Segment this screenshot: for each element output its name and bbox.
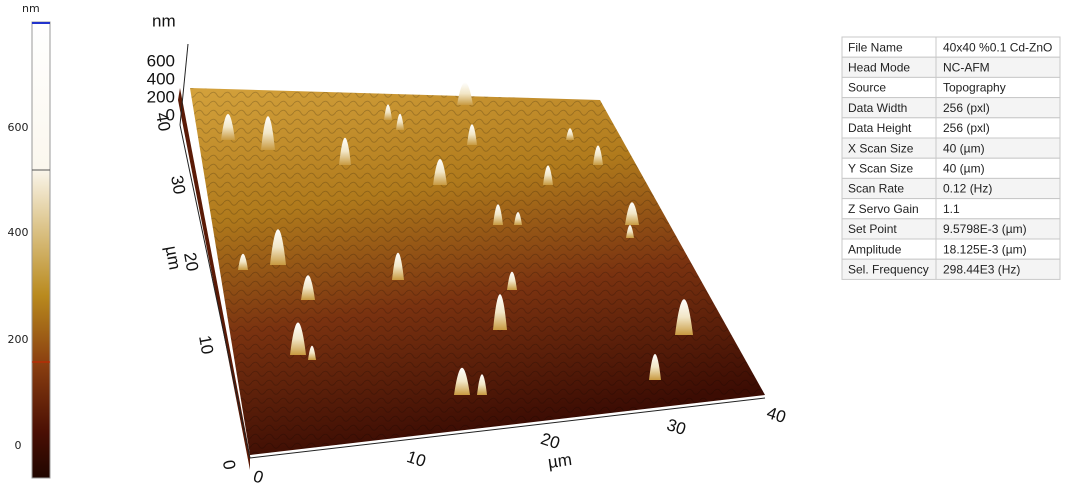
y-tick-label: 40 [152, 111, 174, 133]
row-label: File Name [848, 40, 903, 54]
colorbar [32, 22, 50, 478]
row-value: 0.12 (Hz) [943, 182, 992, 196]
colorbar-tick-label: 0 [15, 439, 22, 452]
row-label: Data Height [848, 121, 912, 135]
colorbar-tick-label: 600 [8, 121, 29, 134]
row-label: Y Scan Size [848, 161, 913, 175]
row-value: 40x40 %0.1 Cd-ZnO [943, 40, 1052, 54]
row-value: 18.125E-3 (µm) [943, 242, 1027, 256]
y-tick-label: 0 [219, 459, 239, 472]
colorbar-tick-label: 400 [8, 226, 29, 239]
afm-view: nm6004002000nm6004002000010203040µm01020… [0, 0, 1069, 493]
x-tick-label: 10 [404, 447, 428, 471]
row-label: Sel. Frequency [848, 262, 929, 276]
colorbar-unit: nm [22, 2, 40, 15]
row-label: Source [848, 81, 886, 95]
y-tick-label: 10 [195, 334, 217, 356]
row-label: Z Servo Gain [848, 202, 919, 216]
row-label: X Scan Size [848, 141, 914, 155]
spike [457, 82, 473, 105]
row-label: Set Point [848, 222, 897, 236]
row-value: NC-AFM [943, 60, 990, 74]
z-axis-unit: nm [152, 11, 176, 30]
y-axis-unit: µm [162, 244, 185, 271]
z-tick-label: 600 [147, 51, 175, 70]
row-value: Topography [943, 81, 1006, 95]
row-value: 298.44E3 (Hz) [943, 262, 1020, 276]
surface-texture [190, 88, 765, 455]
row-value: 40 (µm) [943, 161, 985, 175]
row-label: Head Mode [848, 60, 910, 74]
row-value: 256 (pxl) [943, 101, 990, 115]
row-label: Data Width [848, 101, 907, 115]
y-tick-label: 30 [167, 174, 189, 196]
x-tick-label: 40 [764, 403, 788, 427]
colorbar-tick-label: 200 [8, 333, 29, 346]
row-label: Amplitude [848, 242, 902, 256]
x-tick-label: 0 [251, 467, 266, 488]
row-value: 9.5798E-3 (µm) [943, 222, 1027, 236]
x-tick-label: 20 [538, 429, 562, 453]
z-tick-label: 200 [147, 87, 175, 106]
x-tick-label: 30 [664, 415, 688, 439]
row-label: Scan Rate [848, 182, 904, 196]
x-axis-unit: µm [547, 450, 573, 472]
row-value: 40 (µm) [943, 141, 985, 155]
row-value: 1.1 [943, 202, 960, 216]
row-value: 256 (pxl) [943, 121, 990, 135]
z-tick-label: 400 [147, 69, 175, 88]
